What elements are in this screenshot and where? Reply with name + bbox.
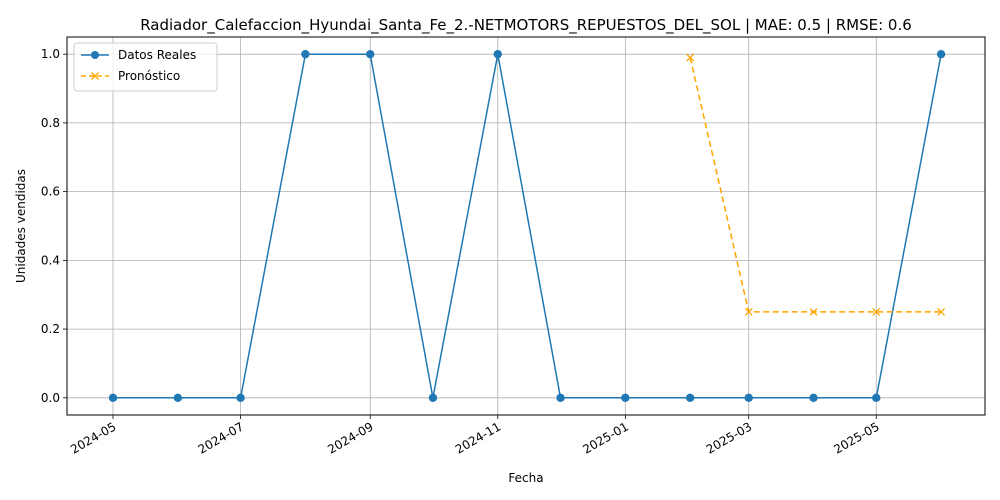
data-point xyxy=(621,393,630,403)
forecast-point xyxy=(872,307,881,316)
y-axis-title: Unidades vendidas xyxy=(14,169,28,283)
x-tick-label: 2024-11 xyxy=(453,419,503,456)
y-tick-label: 0.6 xyxy=(41,185,60,199)
data-point xyxy=(428,393,438,403)
y-tick-label: 0.2 xyxy=(41,322,60,336)
data-point xyxy=(366,49,375,59)
y-tick-label: 0.8 xyxy=(41,116,60,130)
data-point xyxy=(872,393,881,403)
y-tick-label: 0.4 xyxy=(41,253,60,267)
forecast-point xyxy=(809,307,818,316)
plot-frame xyxy=(66,36,986,416)
x-tick-label: 2025-01 xyxy=(580,419,630,456)
forecast-point xyxy=(686,53,695,62)
data-point xyxy=(809,393,818,403)
series-line-0 xyxy=(113,53,942,399)
forecast-point xyxy=(937,307,946,316)
legend-marker-actual xyxy=(91,51,99,59)
data-point xyxy=(936,49,946,59)
data-point xyxy=(685,393,695,403)
legend-box xyxy=(73,42,218,92)
x-tick-label: 2024-07 xyxy=(196,419,246,456)
series-line-1 xyxy=(689,57,942,313)
data-point xyxy=(744,393,753,403)
x-tick-label: 2024-09 xyxy=(325,419,375,456)
y-axis: 0.0 0.2 0.4 0.6 0.8 1.0 xyxy=(41,47,67,405)
legend: Datos Reales Pronóstico xyxy=(73,42,218,92)
x-axis: 2024-05 2024-07 2024-09 2024-11 2025-01 2025-… xyxy=(68,415,882,457)
grid-layer xyxy=(67,37,985,415)
x-tick-label: 2025-03 xyxy=(704,419,754,456)
x-tick-label: 2024-05 xyxy=(68,419,118,456)
x-axis-title: Fecha xyxy=(508,471,543,485)
legend-label-actual: Datos Reales xyxy=(118,48,196,62)
data-point xyxy=(173,393,183,403)
series-layer xyxy=(108,49,946,403)
data-point xyxy=(556,393,565,403)
data-point xyxy=(301,49,310,59)
y-tick-label: 0.0 xyxy=(41,391,60,405)
data-point xyxy=(236,393,245,403)
y-tick-label: 1.0 xyxy=(41,47,60,61)
legend-marker-forecast xyxy=(91,72,99,80)
chart-title: Radiador_Calefaccion_Hyundai_Santa_Fe_2.… xyxy=(140,16,912,35)
data-point xyxy=(108,393,118,403)
forecast-point xyxy=(744,307,753,316)
x-tick-label: 2025-05 xyxy=(831,419,881,456)
legend-label-forecast: Pronóstico xyxy=(118,69,180,83)
data-point xyxy=(493,49,502,59)
